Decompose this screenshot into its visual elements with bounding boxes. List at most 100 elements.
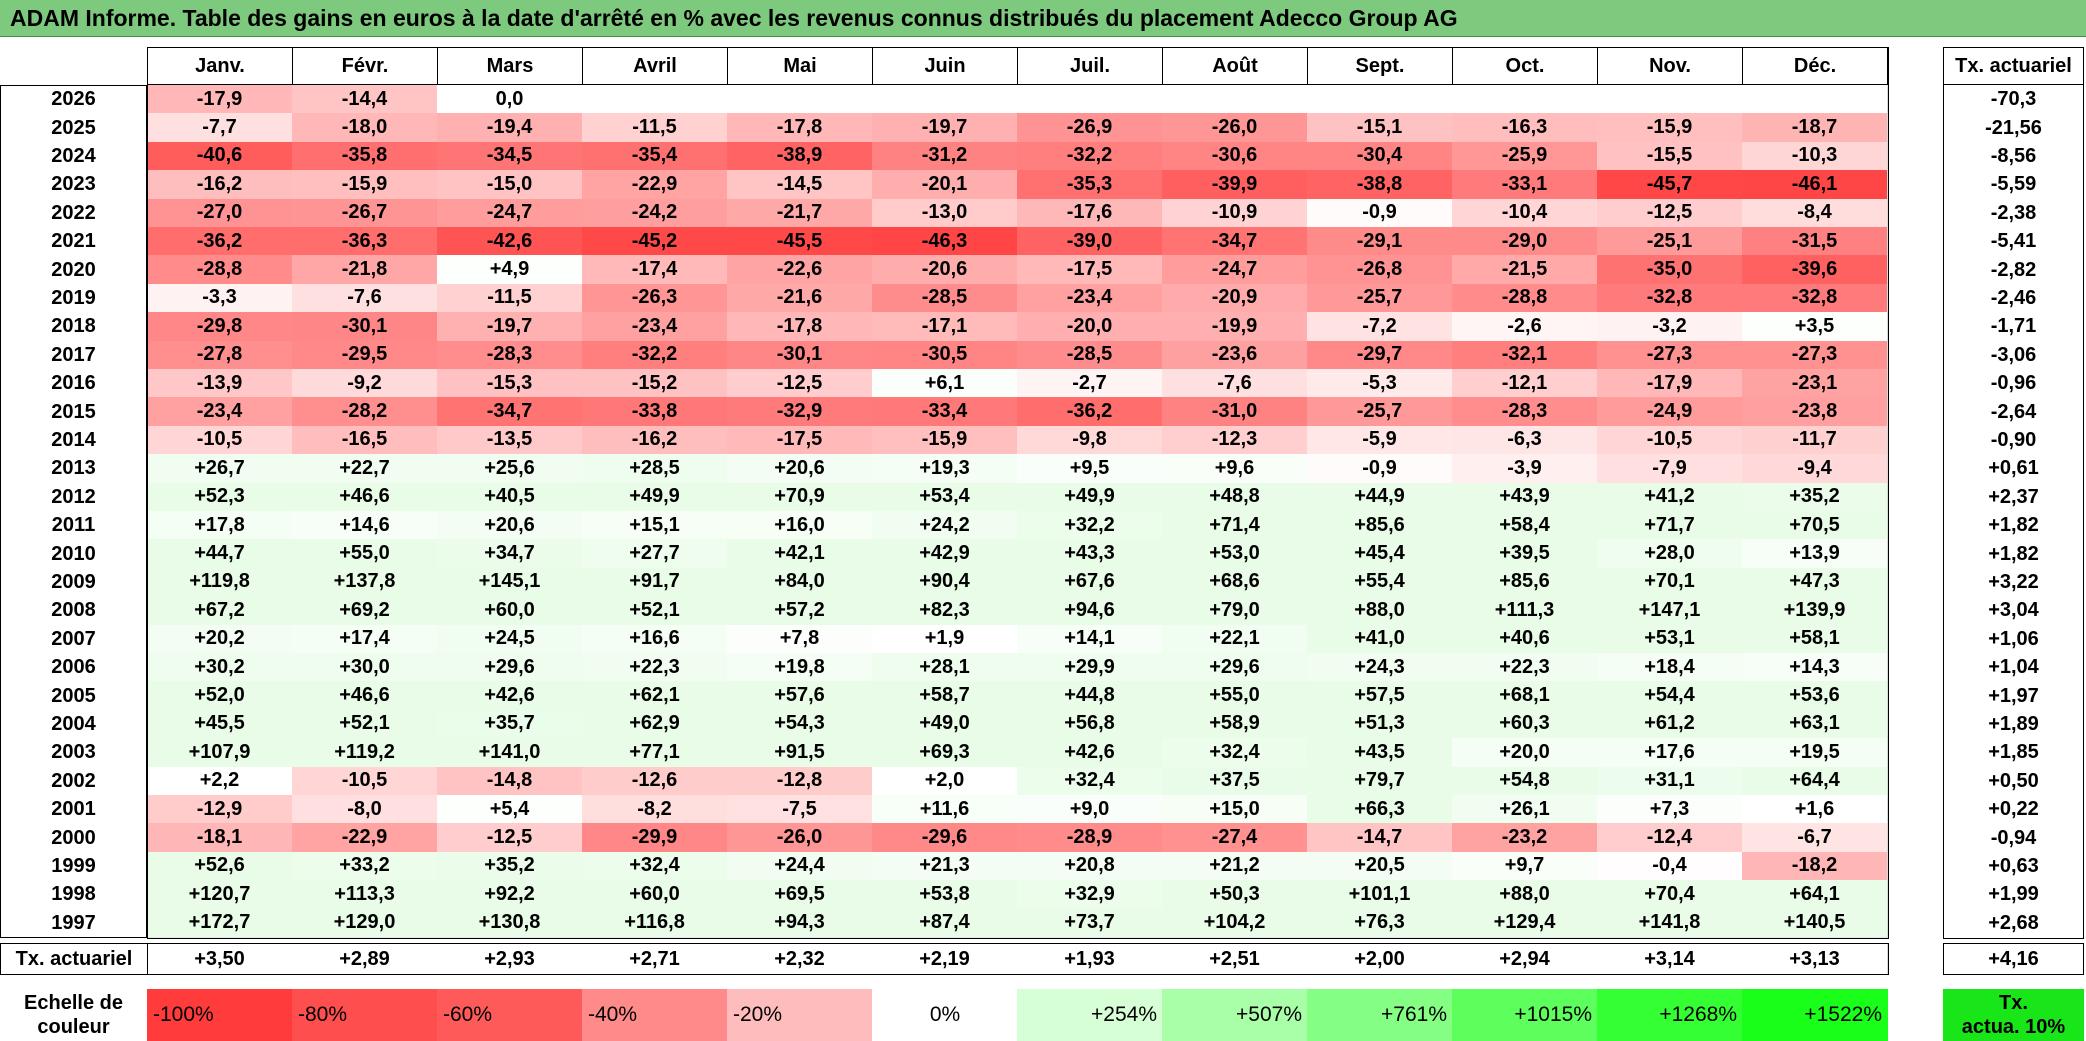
table-cell: +60,0 — [437, 596, 583, 626]
table-cell: -12,6 — [582, 766, 728, 796]
row-tx-actuariel: +3,22 — [1943, 567, 2084, 598]
table-cell: +29,6 — [1162, 653, 1308, 683]
month-header-2: Févr. — [292, 47, 438, 85]
month-header-8: Août — [1162, 47, 1308, 85]
table-cell: +53,4 — [872, 482, 1018, 512]
table-cell: +79,0 — [1162, 596, 1308, 626]
table-cell: -29,5 — [292, 340, 438, 370]
table-cell: +28,5 — [582, 454, 728, 484]
table-cell: -11,5 — [582, 113, 728, 143]
table-cell: -18,0 — [292, 113, 438, 143]
table-cell: -26,0 — [1162, 113, 1308, 143]
table-cell: +52,1 — [292, 709, 438, 740]
table-cell: +22,1 — [1162, 624, 1308, 654]
row-tx-actuariel: +2,68 — [1943, 908, 2084, 938]
row-tx-actuariel: +1,82 — [1943, 511, 2084, 541]
table-cell: -28,3 — [1452, 397, 1598, 427]
table-cell: -15,0 — [437, 170, 583, 200]
table-cell: +20,6 — [437, 511, 583, 541]
table-cell — [1742, 85, 1888, 115]
table-cell: +14,1 — [1017, 624, 1163, 654]
row-tx-actuariel: +1,04 — [1943, 653, 2084, 683]
table-cell: +9,0 — [1017, 795, 1163, 825]
table-cell: +54,8 — [1452, 766, 1598, 796]
table-cell: -30,1 — [727, 340, 873, 370]
table-cell: -15,3 — [437, 369, 583, 399]
scale-swatch: -40% — [582, 989, 728, 1041]
table-cell: -28,2 — [292, 397, 438, 427]
table-cell: -28,5 — [1017, 340, 1163, 370]
table-cell: -22,6 — [727, 255, 873, 285]
table-cell: +76,3 — [1307, 908, 1453, 938]
table-cell: -39,9 — [1162, 170, 1308, 200]
table-cell: -10,4 — [1452, 198, 1598, 228]
row-tx-actuariel: -2,64 — [1943, 397, 2084, 427]
table-cell: -34,5 — [437, 141, 583, 172]
table-cell: +32,2 — [1017, 511, 1163, 541]
row-tx-actuariel: -5,41 — [1943, 227, 2084, 257]
table-cell: -29,1 — [1307, 227, 1453, 257]
table-cell: -6,3 — [1452, 425, 1598, 456]
row-tx-actuariel: +1,97 — [1943, 681, 2084, 711]
table-cell: +88,0 — [1452, 880, 1598, 910]
table-cell: +11,6 — [872, 795, 1018, 825]
table-cell: +29,9 — [1017, 653, 1163, 683]
table-cell: +37,5 — [1162, 766, 1308, 796]
table-cell: -3,2 — [1597, 312, 1743, 342]
table-cell: +58,9 — [1162, 709, 1308, 740]
table-cell: +50,3 — [1162, 880, 1308, 910]
table-cell: -45,2 — [582, 227, 728, 257]
table-cell — [727, 85, 873, 115]
table-cell: -33,1 — [1452, 170, 1598, 200]
year-label: 2025 — [0, 113, 147, 143]
year-label: 2017 — [0, 340, 147, 370]
table-cell: -30,4 — [1307, 141, 1453, 172]
table-cell: -19,7 — [437, 312, 583, 342]
month-header-1: Janv. — [147, 47, 293, 85]
table-cell: -3,3 — [147, 283, 293, 314]
table-cell: -25,7 — [1307, 283, 1453, 314]
table-cell: -14,4 — [292, 85, 438, 115]
table-cell: +48,8 — [1162, 482, 1308, 512]
scale-swatch: +761% — [1307, 989, 1453, 1041]
table-cell: +21,3 — [872, 851, 1018, 882]
table-cell: +63,1 — [1742, 709, 1888, 740]
table-cell: -30,1 — [292, 312, 438, 342]
table-cell: -2,7 — [1017, 369, 1163, 399]
table-cell: +44,8 — [1017, 681, 1163, 711]
table-cell: +70,4 — [1597, 880, 1743, 910]
row-tx-actuariel: -21,56 — [1943, 113, 2084, 143]
table-cell: -23,4 — [147, 397, 293, 427]
table-cell: +24,3 — [1307, 653, 1453, 683]
table-cell: -7,7 — [147, 113, 293, 143]
scale-tx-swatch: Tx. actua. 10% — [1943, 989, 2084, 1041]
table-cell: +88,0 — [1307, 596, 1453, 626]
table-cell: -13,5 — [437, 425, 583, 456]
table-cell: +147,1 — [1597, 596, 1743, 626]
table-cell: -32,8 — [1597, 283, 1743, 314]
table-cell: +46,6 — [292, 482, 438, 512]
month-header-9: Sept. — [1307, 47, 1453, 85]
table-cell: +45,4 — [1307, 539, 1453, 569]
table-cell: +70,5 — [1742, 511, 1888, 541]
table-cell: +53,6 — [1742, 681, 1888, 711]
table-cell: +77,1 — [582, 738, 728, 768]
table-cell: -24,9 — [1597, 397, 1743, 427]
table-cell: -9,4 — [1742, 454, 1888, 484]
table-cell: +9,5 — [1017, 454, 1163, 484]
table-cell: -10,9 — [1162, 198, 1308, 228]
row-tx-actuariel: +1,85 — [1943, 738, 2084, 768]
table-cell: -0,9 — [1307, 198, 1453, 228]
table-cell: +51,3 — [1307, 709, 1453, 740]
table-cell: -25,7 — [1307, 397, 1453, 427]
table-cell: -29,0 — [1452, 227, 1598, 257]
table-cell: -11,5 — [437, 283, 583, 314]
table-cell: -15,5 — [1597, 141, 1743, 172]
table-cell: -27,0 — [147, 198, 293, 228]
table-cell: -38,8 — [1307, 170, 1453, 200]
row-tx-actuariel: -0,90 — [1943, 425, 2084, 456]
table-cell: -15,9 — [292, 170, 438, 200]
year-label: 2009 — [0, 567, 147, 598]
table-cell: -39,0 — [1017, 227, 1163, 257]
table-cell: -17,5 — [1017, 255, 1163, 285]
